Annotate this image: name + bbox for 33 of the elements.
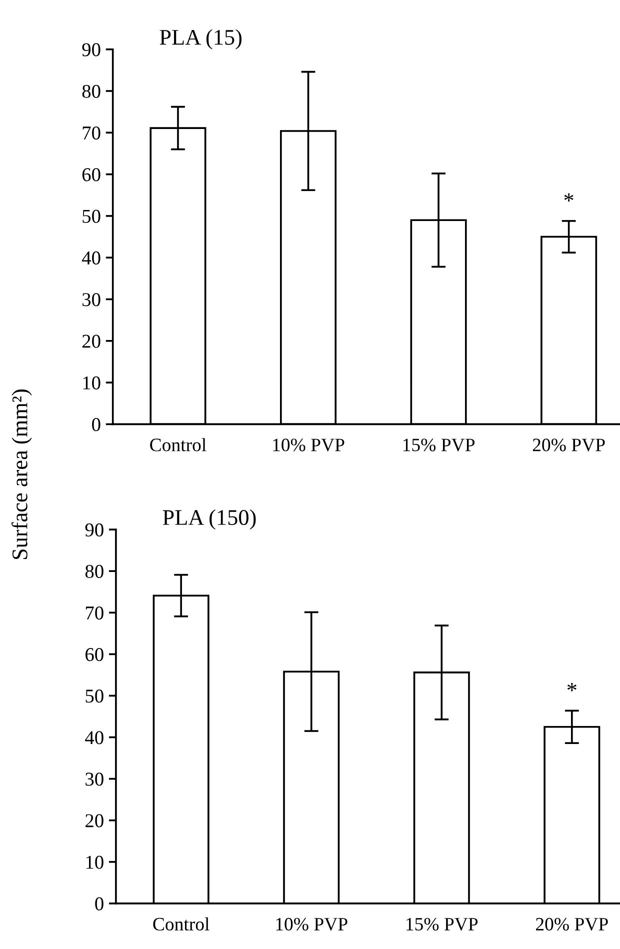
x-tick-label: 15% PVP [406,918,478,931]
y-tick-label: 70 [86,606,104,620]
y-tick-label: 50 [86,690,104,703]
y-tick-label: 90 [85,523,104,536]
y-tick-label: 70 [82,126,100,140]
x-tick-label: 20% PVP [536,918,608,931]
y-tick-label: 20 [86,814,104,828]
y-tick-label: 40 [85,731,104,744]
x-tick-label: Control [150,438,206,452]
y-tick-label: 40 [82,251,100,265]
y-tick-label: 80 [82,84,100,98]
y-tick-label: 80 [85,564,104,578]
y-tick-label: 50 [82,210,100,223]
annotation: * [567,683,576,692]
x-tick-label: 15% PVP [403,438,475,452]
x-tick-label: 20% PVP [532,438,605,452]
annotation: * [564,193,574,202]
y-tick-label: 10 [86,856,104,869]
y-tick-label: 90 [82,43,100,56]
y-tick-label: 10 [83,376,100,390]
chart-title: PLA (150) [162,509,256,530]
y-tick-label: 60 [86,648,104,662]
x-tick-label: Control [153,917,210,931]
y-axis-title: Surface area (mm²) [12,389,32,560]
y-tick-label: 30 [82,293,100,306]
y-tick-label: 30 [86,772,104,786]
y-tick-label: 60 [82,168,100,182]
y-tick-label: 0 [95,897,104,910]
chart-title: PLA (15) [160,29,242,50]
x-tick-label: 10% PVP [276,918,348,931]
y-tick-label: 20 [82,334,100,348]
y-tick-label: 0 [92,418,100,432]
x-tick-label: 10% PVP [273,438,344,452]
